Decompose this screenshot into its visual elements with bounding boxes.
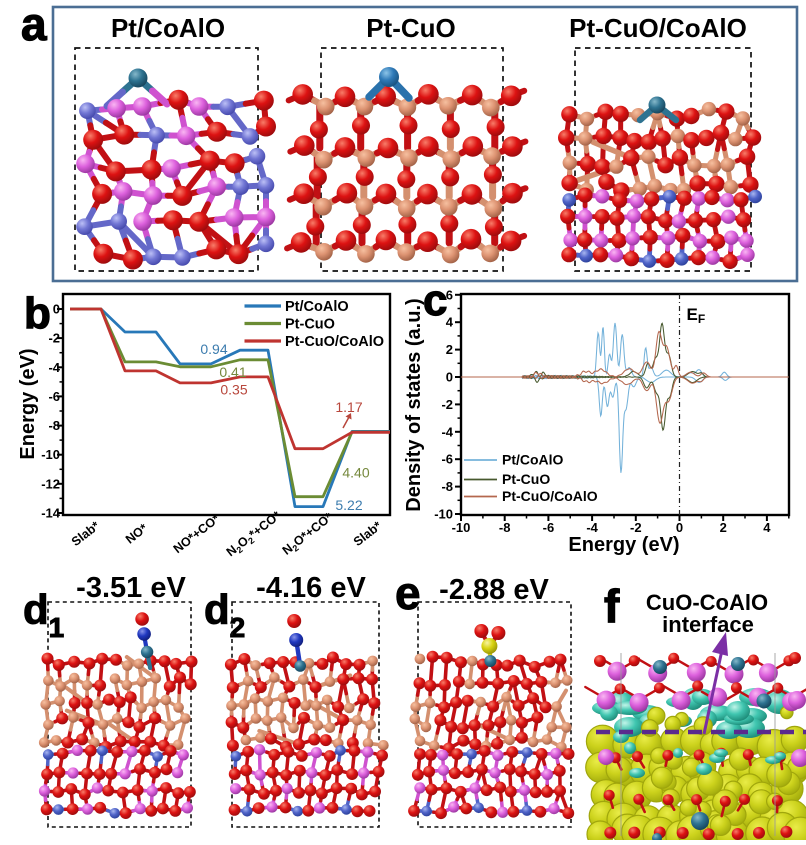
svg-text:-6: -6 bbox=[543, 520, 555, 535]
svg-text:Energy (eV): Energy (eV) bbox=[17, 348, 39, 459]
svg-text:b: b bbox=[24, 289, 51, 338]
svg-text:0: 0 bbox=[53, 302, 60, 317]
svg-text:f: f bbox=[604, 580, 620, 632]
svg-text:-10: -10 bbox=[434, 507, 453, 522]
svg-text:-4: -4 bbox=[441, 424, 453, 439]
svg-text:Pt/CoAlO: Pt/CoAlO bbox=[502, 452, 564, 468]
svg-text:Density of states (a.u.): Density of states (a.u.) bbox=[403, 298, 425, 511]
svg-text:-14: -14 bbox=[41, 506, 61, 521]
svg-text:Pt-CuO: Pt-CuO bbox=[366, 13, 456, 43]
svg-text:interface: interface bbox=[662, 612, 754, 637]
svg-text:-3.51 eV: -3.51 eV bbox=[76, 572, 186, 604]
svg-text:2: 2 bbox=[720, 520, 727, 535]
svg-text:-6: -6 bbox=[441, 452, 453, 467]
svg-text:4.40: 4.40 bbox=[342, 465, 369, 481]
svg-text:0: 0 bbox=[446, 370, 453, 385]
svg-text:-4.16 eV: -4.16 eV bbox=[256, 572, 366, 604]
svg-text:a: a bbox=[21, 0, 47, 50]
svg-text:-4: -4 bbox=[586, 520, 598, 535]
svg-text:-8: -8 bbox=[441, 479, 453, 494]
svg-text:Pt/CoAlO: Pt/CoAlO bbox=[111, 13, 225, 43]
svg-text:-2: -2 bbox=[441, 397, 453, 412]
svg-text:Pt-CuO/CoAlO: Pt-CuO/CoAlO bbox=[502, 488, 598, 504]
svg-text:5.22: 5.22 bbox=[335, 497, 362, 513]
svg-text:0.94: 0.94 bbox=[200, 341, 227, 357]
svg-text:-2: -2 bbox=[48, 331, 60, 346]
svg-text:6: 6 bbox=[446, 287, 453, 302]
svg-text:Pt-CuO/CoAlO: Pt-CuO/CoAlO bbox=[285, 334, 384, 350]
svg-text:4: 4 bbox=[446, 315, 454, 330]
svg-text:Pt-CuO: Pt-CuO bbox=[285, 317, 335, 333]
svg-text:4: 4 bbox=[763, 520, 771, 535]
svg-text:-6: -6 bbox=[48, 389, 60, 404]
svg-text:Energy (eV): Energy (eV) bbox=[568, 534, 679, 556]
svg-text:-12: -12 bbox=[41, 476, 60, 491]
svg-text:Pt/CoAlO: Pt/CoAlO bbox=[285, 299, 349, 315]
svg-text:-10: -10 bbox=[452, 520, 471, 535]
svg-text:-8: -8 bbox=[499, 520, 511, 535]
svg-text:0: 0 bbox=[676, 520, 683, 535]
svg-text:0.35: 0.35 bbox=[220, 382, 247, 398]
svg-text:Pt-CuO: Pt-CuO bbox=[502, 471, 550, 487]
svg-text:2: 2 bbox=[446, 342, 453, 357]
svg-text:Pt-CuO/CoAlO: Pt-CuO/CoAlO bbox=[569, 13, 747, 43]
svg-text:1.17: 1.17 bbox=[335, 399, 362, 415]
svg-text:-10: -10 bbox=[41, 447, 60, 462]
svg-text:e: e bbox=[395, 567, 421, 619]
svg-text:-4: -4 bbox=[48, 360, 60, 375]
svg-text:-2: -2 bbox=[630, 520, 642, 535]
svg-text:-8: -8 bbox=[48, 418, 60, 433]
svg-text:c: c bbox=[423, 276, 447, 325]
svg-text:0.41: 0.41 bbox=[219, 364, 246, 380]
